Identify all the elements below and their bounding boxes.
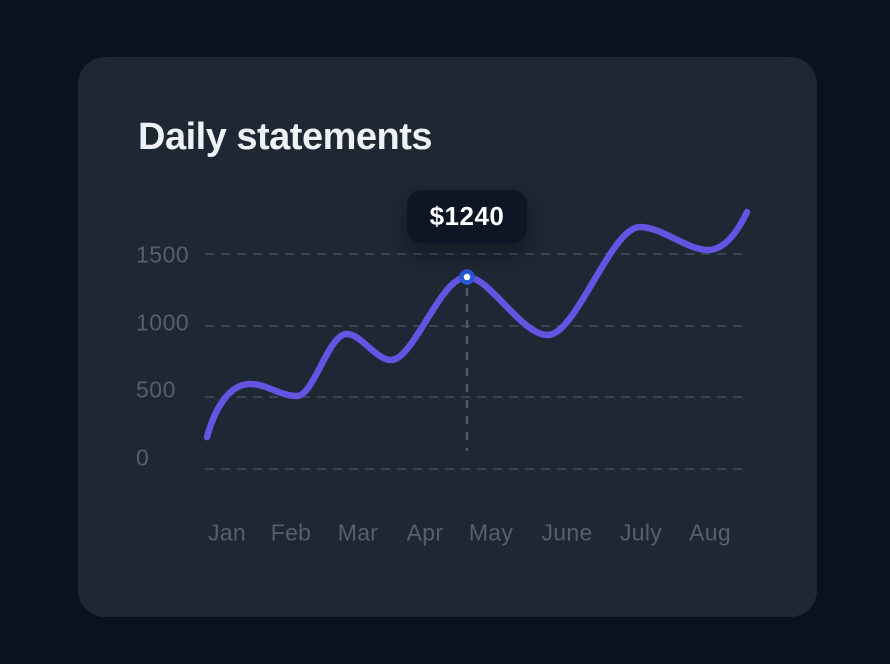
x-tick-label: Aug: [689, 519, 731, 546]
y-tick-label: 1500: [136, 241, 190, 268]
tooltip-value: $1240: [429, 201, 505, 231]
x-tick-label: Feb: [270, 519, 312, 546]
line-chart[interactable]: [78, 57, 817, 617]
y-tick-label: 500: [136, 376, 176, 403]
x-tick-label: Jan: [208, 519, 246, 546]
y-tick-label: 1000: [136, 309, 190, 336]
gridlines: [205, 253, 747, 470]
card-title: Daily statements: [138, 116, 433, 158]
x-tick-label: May: [468, 519, 514, 546]
highlight-marker[interactable]: [459, 269, 475, 285]
value-tooltip: $1240: [407, 190, 527, 243]
x-tick-label: June: [541, 519, 593, 546]
x-tick-label: July: [619, 519, 663, 546]
daily-statements-card: Daily statements $1240 1500 1000 500 0 J…: [78, 57, 817, 617]
x-tick-label: Apr: [406, 519, 444, 546]
series-line: [203, 208, 751, 441]
x-tick-label: Mar: [337, 519, 379, 546]
y-tick-label: 0: [136, 444, 150, 471]
